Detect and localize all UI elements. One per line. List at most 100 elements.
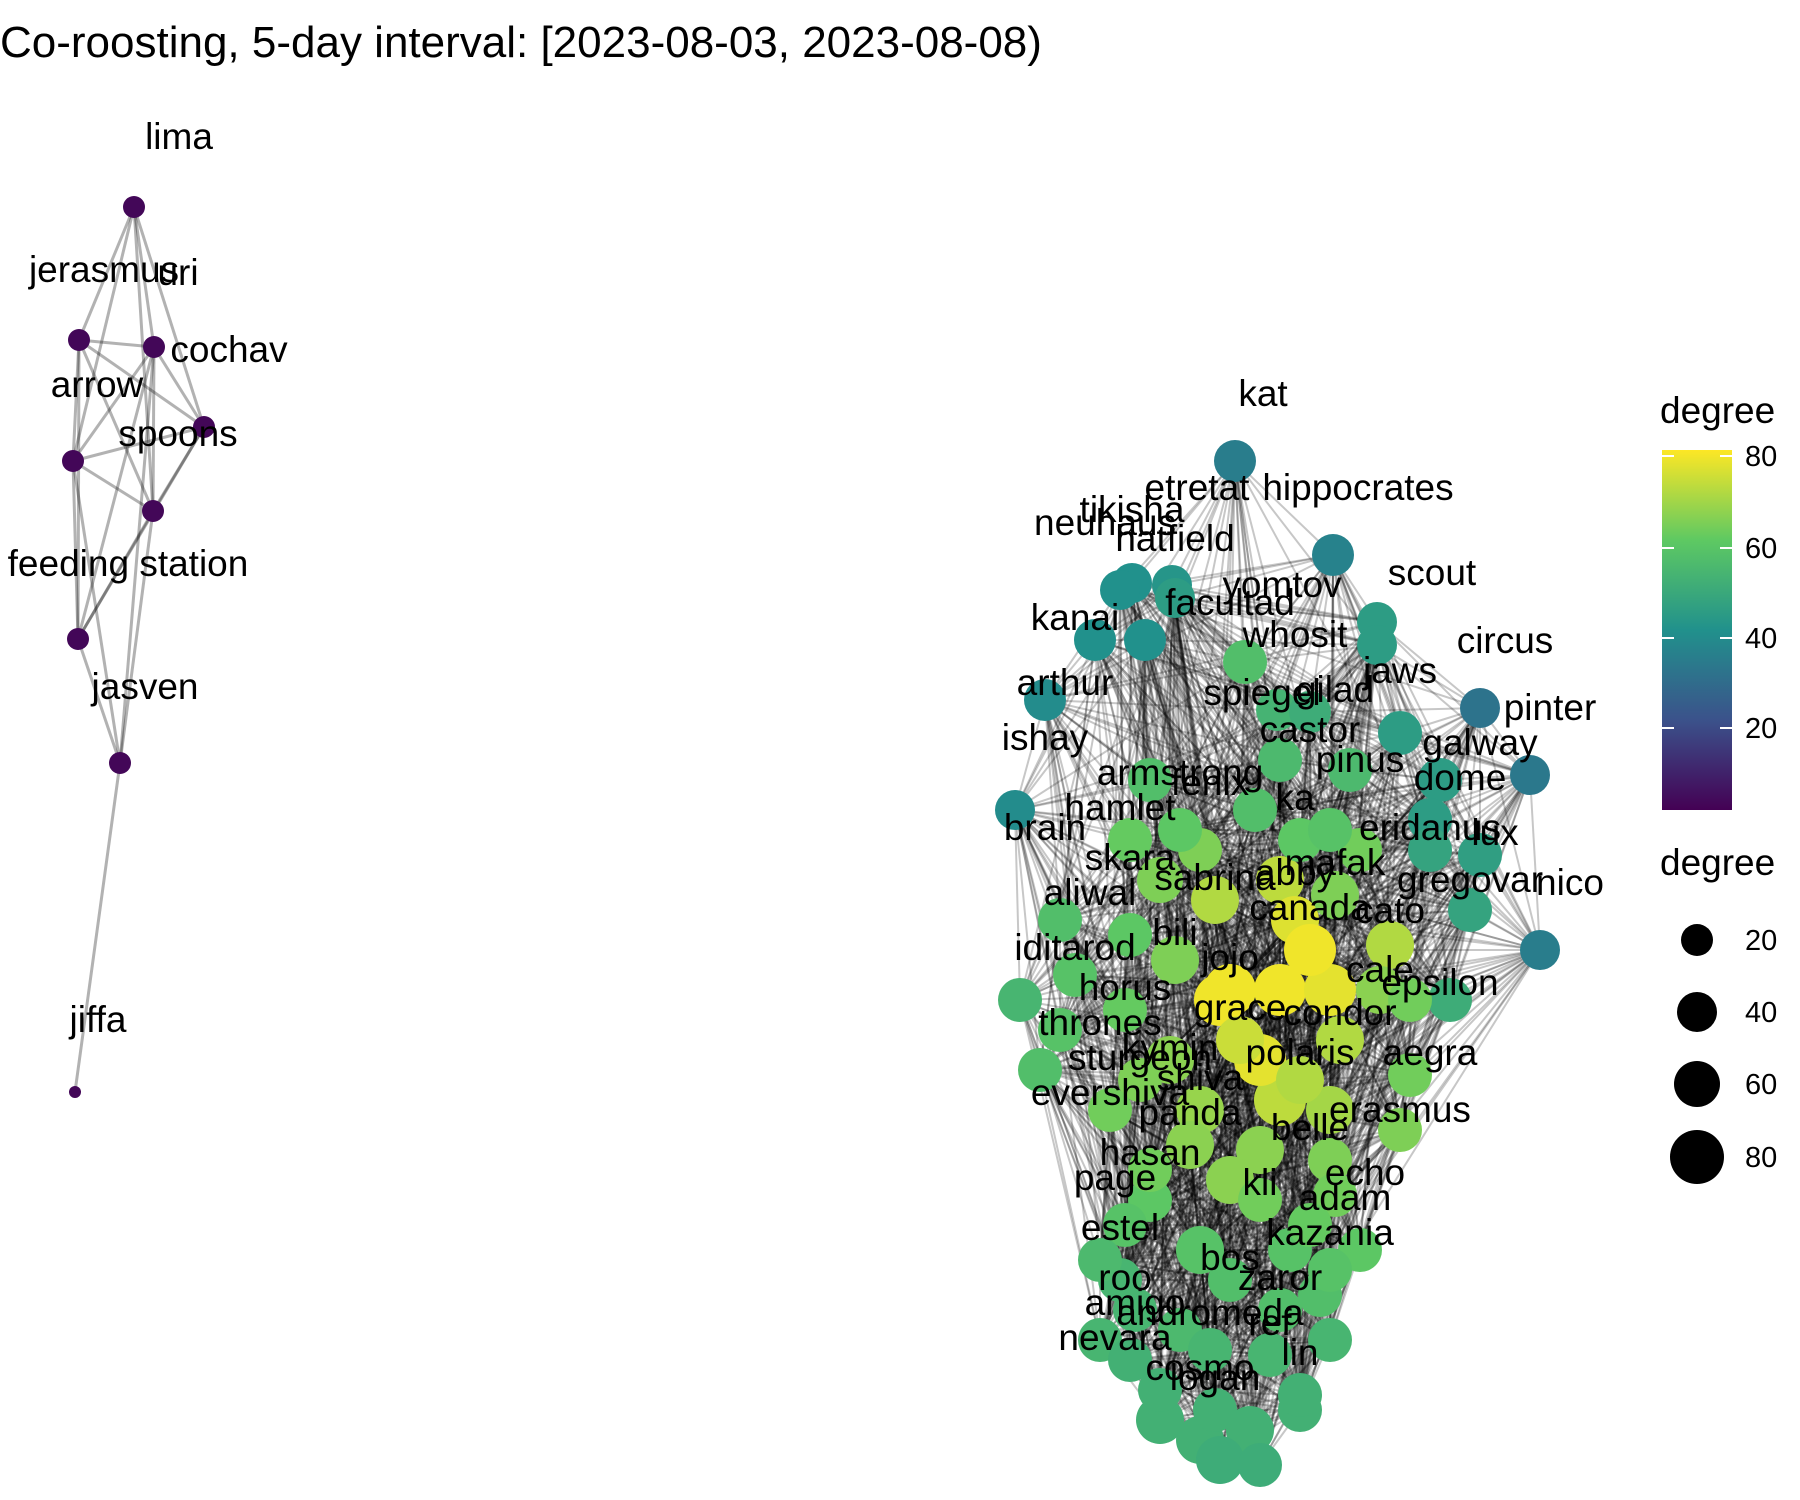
edge-big-11 bbox=[1234, 460, 1331, 831]
edge-big-53 bbox=[1332, 554, 1451, 1001]
node-erasmus bbox=[1378, 1108, 1422, 1152]
edge-big-1650 bbox=[1124, 1224, 1271, 1356]
node-hamlet bbox=[1158, 808, 1202, 852]
node-label-roo: roo bbox=[1098, 1257, 1151, 1298]
edge-big-1776 bbox=[1229, 989, 1331, 1281]
edge-big-854 bbox=[1334, 894, 1541, 951]
edge-big-1533 bbox=[1124, 1129, 1401, 1226]
edge-big-949 bbox=[1169, 899, 1216, 1061]
node-fenix bbox=[1233, 788, 1277, 832]
node-label-nevara: nevara bbox=[1058, 1317, 1172, 1358]
edge-big-491 bbox=[1449, 774, 1531, 1001]
edge-big-24 bbox=[1174, 554, 1334, 599]
edge-small-7 bbox=[71, 339, 81, 462]
node-belle bbox=[1308, 1138, 1352, 1182]
edge-big-127 bbox=[1174, 597, 1281, 761]
edge-big-316 bbox=[1229, 661, 1246, 1181]
node-label-fenix: fenix bbox=[1171, 762, 1250, 803]
node-adam bbox=[1288, 1203, 1332, 1247]
edge-big-148 bbox=[1174, 597, 1301, 841]
edge-big-552 bbox=[1014, 809, 1021, 1001]
edge-big-330 bbox=[1214, 707, 1481, 901]
node-unlabeled-22 bbox=[1256, 856, 1304, 904]
edge-big-525 bbox=[1014, 779, 1151, 811]
node-label-whosit: whosit bbox=[1242, 614, 1349, 655]
edge-big-1862 bbox=[1129, 1359, 1301, 1396]
node-gilad bbox=[1289, 691, 1331, 733]
node-label-feeding-station: feeding station bbox=[8, 543, 249, 584]
edge-big-129 bbox=[1129, 597, 1176, 841]
edge-big-60 bbox=[1131, 582, 1246, 663]
edge-big-1590 bbox=[1229, 1159, 1331, 1281]
node-label-echo: echo bbox=[1325, 1152, 1405, 1193]
edge-big-410 bbox=[1149, 709, 1278, 781]
edge-big-762 bbox=[1409, 849, 1431, 1076]
edge-big-1305 bbox=[1039, 1039, 1241, 1071]
node-aegra bbox=[1388, 1053, 1432, 1097]
node-label-aegra: aegra bbox=[1383, 1032, 1478, 1073]
edge-big-980 bbox=[1199, 919, 1296, 1111]
edge-big-295 bbox=[1044, 661, 1246, 701]
edge-big-2127 bbox=[1199, 849, 1281, 991]
edge-big-326 bbox=[1329, 707, 1481, 831]
edge-big-305 bbox=[1214, 661, 1246, 901]
edge-big-1553 bbox=[1329, 989, 1401, 1131]
edge-big-250 bbox=[1144, 639, 1256, 811]
edge-big-77 bbox=[1131, 582, 1201, 1441]
edge-big-400 bbox=[1044, 699, 1261, 1151]
nodes-layer bbox=[62, 196, 1560, 1487]
edge-big-1340 bbox=[1059, 919, 1341, 1041]
node-label-gregovar: gregovar bbox=[1397, 859, 1543, 900]
edge-big-386 bbox=[1044, 699, 1431, 851]
node-label-condor: condor bbox=[1283, 992, 1396, 1033]
edge-big-12 bbox=[1214, 460, 1236, 901]
edge-big-1102 bbox=[1074, 974, 1261, 1466]
edge-big-20 bbox=[1234, 460, 1261, 1061]
node-label-jojo: jojo bbox=[1200, 937, 1259, 978]
edge-big-267 bbox=[1144, 639, 1281, 991]
node-unlabeled-2 bbox=[1226, 1406, 1274, 1454]
edge-big-1187 bbox=[1329, 989, 1381, 1271]
edge-big-958 bbox=[1134, 899, 1216, 1311]
node-armstrong bbox=[1128, 758, 1172, 802]
edge-big-1542 bbox=[1214, 1129, 1401, 1411]
size-tick-80: 80 bbox=[1745, 1142, 1777, 1174]
edge-big-1127 bbox=[1174, 959, 1261, 1466]
node-ka bbox=[1308, 808, 1352, 852]
edge-big-294 bbox=[1059, 639, 1096, 921]
node-label-spiegel: spiegel bbox=[1203, 672, 1320, 713]
edge-big-433 bbox=[1199, 709, 1278, 851]
edge-big-645 bbox=[1214, 819, 1431, 901]
edge-big-67 bbox=[1131, 582, 1331, 831]
edge-big-1705 bbox=[1149, 1199, 1311, 1226]
edge-big-274 bbox=[1094, 639, 1256, 811]
node-label-horus: horus bbox=[1079, 967, 1172, 1008]
node-cato bbox=[1366, 921, 1414, 969]
node-label-eridanus: eridanus bbox=[1359, 807, 1501, 848]
edge-big-6 bbox=[1234, 460, 1246, 663]
node-page bbox=[1103, 1203, 1147, 1247]
edge-big-1594 bbox=[1214, 1159, 1331, 1411]
edge-big-676 bbox=[1229, 809, 1256, 991]
node-kat bbox=[1214, 440, 1256, 482]
size-tick-60: 60 bbox=[1745, 1069, 1777, 1101]
node-label-neuhaus: neuhaus bbox=[1034, 502, 1176, 543]
edge-big-31 bbox=[1276, 554, 1334, 711]
node-label-kli: kli bbox=[1243, 1162, 1278, 1203]
node-uri bbox=[143, 336, 165, 358]
node-kanai bbox=[1074, 619, 1116, 661]
edge-big-95 bbox=[1171, 584, 1331, 831]
edge-big-1837 bbox=[1039, 1069, 1181, 1331]
edge-big-219 bbox=[1376, 644, 1531, 776]
edge-big-561 bbox=[1334, 779, 1441, 896]
edge-big-1474 bbox=[1059, 919, 1111, 1111]
edge-big-35 bbox=[1332, 554, 1431, 821]
node-iditarod bbox=[1053, 953, 1097, 997]
edge-big-323 bbox=[1309, 707, 1481, 713]
edge-big-842 bbox=[1159, 879, 1201, 1111]
edge-big-314 bbox=[1244, 661, 1271, 1356]
edge-big-846 bbox=[1149, 879, 1161, 1201]
edge-big-214 bbox=[1244, 644, 1378, 663]
edge-big-215 bbox=[1376, 644, 1481, 709]
